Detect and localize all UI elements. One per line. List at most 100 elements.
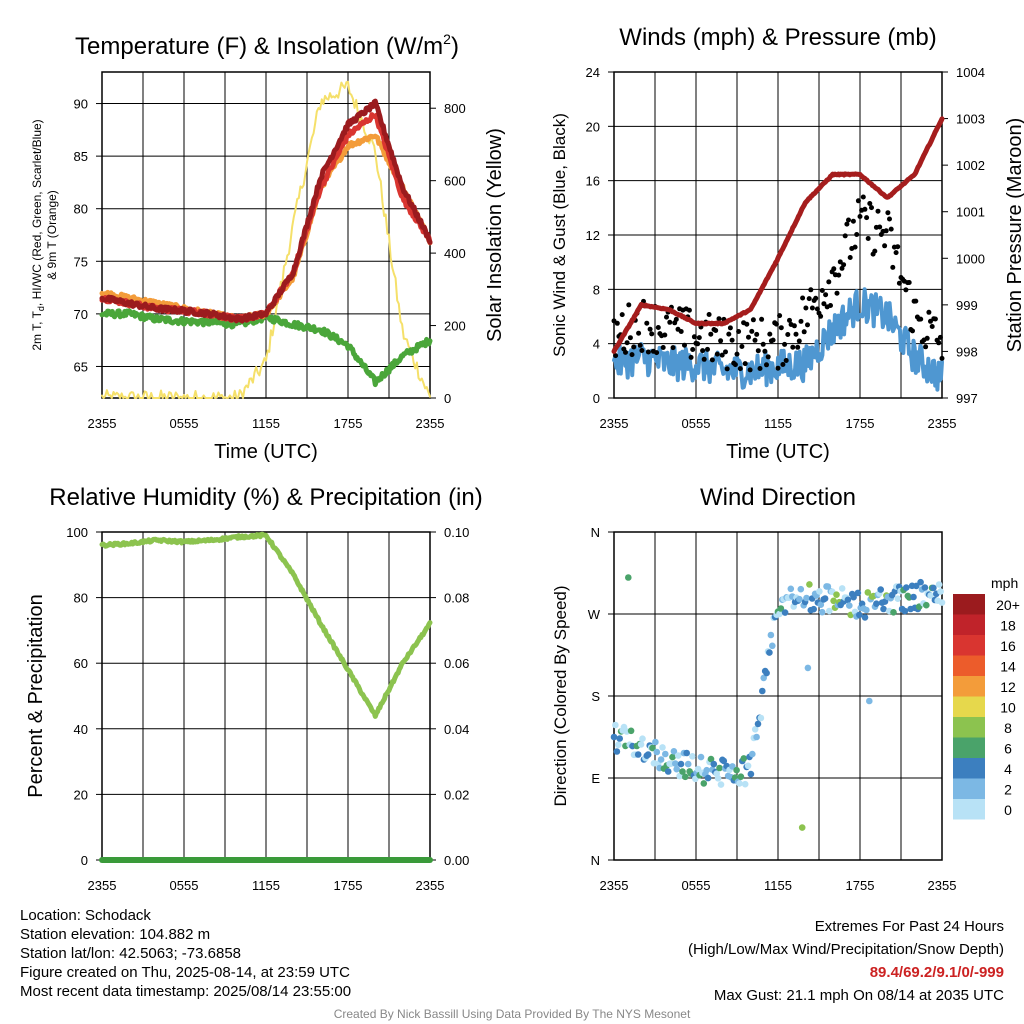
winds-panel-title: Winds (mph) & Pressure (mb) bbox=[619, 24, 936, 51]
legend-label: 10 bbox=[1000, 700, 1016, 716]
gust-point bbox=[627, 335, 633, 341]
gust-point bbox=[888, 226, 894, 232]
direction-point bbox=[856, 611, 863, 619]
gust-point bbox=[654, 350, 660, 356]
legend-label: 4 bbox=[1004, 761, 1012, 777]
temperature-xtick-label: 0555 bbox=[170, 416, 199, 431]
direction-point bbox=[863, 606, 870, 614]
gust-point bbox=[678, 329, 684, 334]
gust-point bbox=[746, 334, 751, 340]
gust-point bbox=[790, 344, 796, 350]
gust-point bbox=[939, 355, 945, 361]
gust-point bbox=[777, 313, 783, 319]
direction-point bbox=[662, 750, 669, 758]
gust-point bbox=[706, 312, 712, 317]
winds-ytick-right-label: 999 bbox=[956, 298, 978, 313]
gust-point bbox=[818, 313, 824, 319]
gust-point bbox=[906, 280, 912, 285]
gust-point bbox=[737, 366, 743, 372]
direction-point bbox=[741, 780, 749, 788]
gust-point bbox=[696, 335, 702, 341]
gust-point bbox=[819, 288, 825, 293]
direction-point bbox=[877, 586, 884, 593]
gust-point bbox=[619, 312, 625, 318]
gust-point bbox=[800, 295, 806, 301]
gust-point bbox=[783, 358, 789, 363]
legend-label: 16 bbox=[1000, 638, 1016, 654]
station-pressure-line bbox=[611, 116, 945, 354]
gust-point bbox=[708, 331, 714, 337]
gust-point bbox=[734, 351, 740, 357]
legend-label: 18 bbox=[1000, 618, 1016, 634]
direction-point bbox=[613, 748, 621, 755]
direction-point bbox=[759, 687, 766, 695]
direction-ylabel-left: Direction (Colored By Speed) bbox=[551, 585, 570, 806]
temperature-ylabel-right: Solar Insolation (Yellow) bbox=[484, 128, 506, 342]
direction-point bbox=[672, 760, 679, 767]
direction-point bbox=[927, 592, 934, 599]
gust-point bbox=[801, 329, 807, 335]
gust-point bbox=[887, 216, 892, 222]
direction-point bbox=[704, 774, 712, 782]
temperature-ytick-label: 75 bbox=[74, 254, 88, 269]
direction-point bbox=[644, 751, 652, 758]
gust-point bbox=[821, 301, 827, 307]
legend-label: 20+ bbox=[996, 597, 1020, 613]
temperature-ylabel-left-2: & 9m T (Orange) bbox=[45, 190, 59, 280]
direction-point bbox=[817, 601, 825, 608]
gust-point bbox=[752, 337, 758, 343]
gust-point bbox=[631, 344, 637, 350]
direction-point bbox=[937, 588, 944, 595]
winds-ytick-right-label: 1004 bbox=[956, 65, 985, 80]
gust-point bbox=[890, 264, 896, 270]
gust-point bbox=[690, 347, 696, 352]
direction-point bbox=[652, 738, 659, 746]
direction-point bbox=[866, 697, 873, 705]
direction-point bbox=[657, 756, 665, 763]
temperature-xtick-label: 1155 bbox=[252, 416, 280, 431]
temperature-ytick-right-label: 400 bbox=[444, 246, 466, 261]
gust-point bbox=[787, 317, 792, 323]
gust-point bbox=[647, 326, 653, 332]
winds-ytick-right-label: 997 bbox=[956, 391, 978, 406]
gust-point bbox=[860, 194, 866, 200]
humidity-ytick-label: 80 bbox=[74, 591, 88, 606]
direction-xtick-label: 2355 bbox=[600, 878, 629, 893]
winds-ytick-right-label: 1000 bbox=[956, 251, 985, 266]
extremes-title: Extremes For Past 24 Hours bbox=[814, 918, 1004, 935]
direction-xtick-label: 0555 bbox=[682, 878, 711, 893]
gust-point bbox=[875, 208, 881, 214]
gust-point bbox=[705, 346, 710, 352]
info-created: Figure created on Thu, 2025-08-14, at 23… bbox=[20, 964, 350, 981]
direction-point bbox=[798, 824, 806, 831]
legend-swatch bbox=[953, 676, 985, 697]
temperature-panel: 2355 0555 1155 1755 2355 65 70 75 80 85 90 0 200 400 6… bbox=[74, 71, 466, 431]
direction-point bbox=[903, 584, 910, 591]
humidity-xtick-label: 2355 bbox=[88, 878, 117, 893]
direction-point bbox=[777, 605, 785, 612]
gust-point bbox=[695, 341, 701, 347]
direction-point bbox=[625, 574, 632, 581]
direction-point bbox=[703, 766, 710, 774]
gust-point bbox=[714, 351, 720, 357]
direction-point bbox=[616, 735, 623, 742]
gust-point bbox=[670, 345, 676, 351]
direction-point bbox=[615, 741, 622, 749]
legend-swatch bbox=[953, 594, 985, 615]
gust-point bbox=[882, 243, 888, 249]
gust-point bbox=[764, 362, 769, 368]
humidity-ytick-label: 0 bbox=[81, 853, 88, 868]
winds-xtick-label: 2355 bbox=[600, 416, 629, 431]
gust-point bbox=[767, 331, 773, 337]
direction-point bbox=[864, 589, 872, 596]
winds-ytick-label: 24 bbox=[586, 65, 600, 80]
temperature-ytick-label: 65 bbox=[74, 359, 88, 374]
gust-point bbox=[747, 367, 753, 373]
direction-point bbox=[679, 768, 686, 775]
direction-point bbox=[921, 584, 929, 591]
gust-point bbox=[923, 344, 929, 350]
gust-point bbox=[842, 233, 848, 239]
direction-point bbox=[740, 755, 748, 762]
direction-point bbox=[697, 753, 705, 761]
gust-point bbox=[855, 198, 861, 204]
